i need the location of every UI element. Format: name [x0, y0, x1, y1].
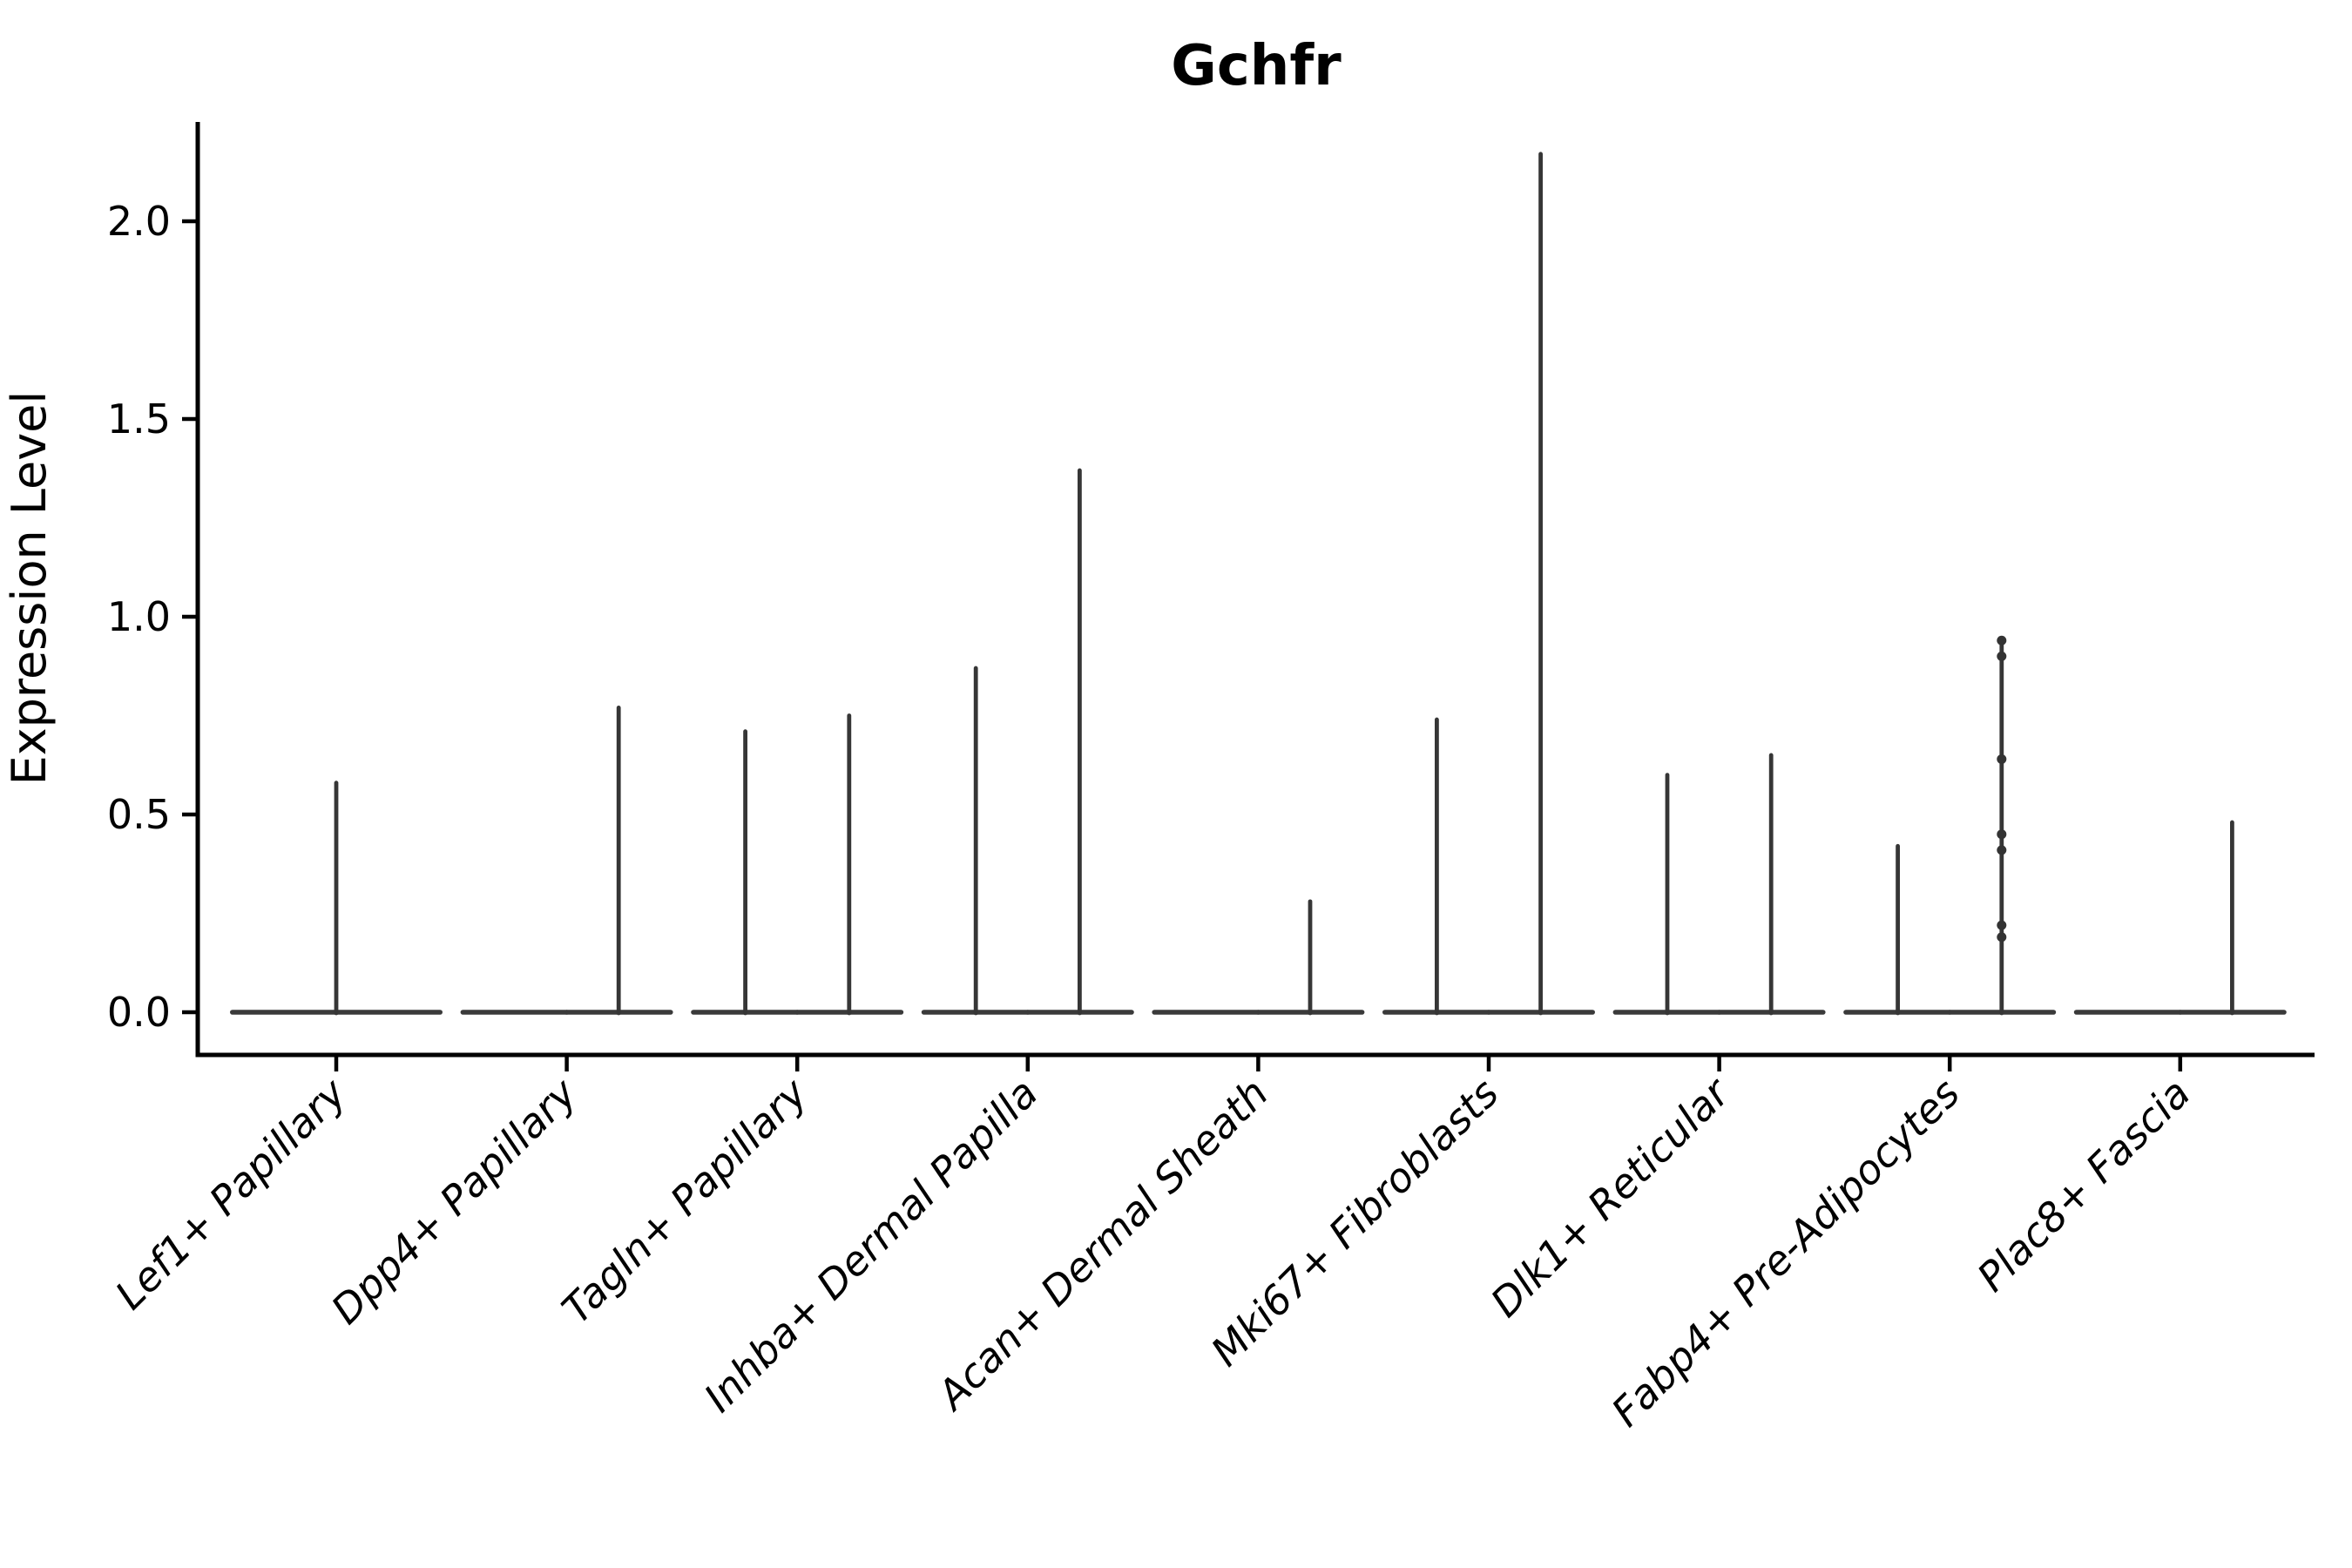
violin-group-tagln-papillary [691, 713, 904, 1016]
expression-point [1997, 845, 2007, 855]
y-tick-label: 1.5 [107, 395, 171, 443]
expression-point [1997, 932, 2007, 943]
x-category-label: Plac8+ Fascia [1968, 1070, 2199, 1301]
expression-point [1997, 829, 2007, 840]
x-category-label: Dpp4+ Papillary [322, 1069, 586, 1333]
violin-group-inhba-dermal-papilla [921, 468, 1134, 1016]
chart-title: Gchfr [1171, 34, 1342, 98]
violin-group-dlk1-reticular [1612, 753, 1826, 1016]
expression-point [1997, 651, 2007, 661]
violin-group-lef1-papillary [229, 781, 443, 1016]
axes: 0.0 0.5 1.0 1.5 2.0 [107, 122, 2315, 1071]
y-tick-label: 1.0 [107, 593, 171, 640]
y-tick-label: 0.0 [107, 989, 171, 1036]
y-tick-label: 2.0 [107, 198, 171, 245]
violins [229, 152, 2287, 1016]
violin-group-fabp4-pre-adipocytes [1843, 635, 2057, 1016]
y-tick-label: 0.5 [107, 791, 171, 838]
violin-group-dpp4-papillary [460, 706, 673, 1016]
y-axis-label: Expression Level [2, 391, 57, 786]
expression-point [1997, 635, 2007, 645]
expression-point [1997, 754, 2007, 764]
x-category-label: Dlk1+ Reticular [1482, 1067, 1740, 1326]
x-category-label: Tagln+ Papillary [553, 1069, 817, 1333]
violin-group-mki67-fibroblasts [1382, 152, 1595, 1016]
violin-group-acan-dermal-sheath [1152, 899, 1365, 1016]
x-category-label: Lef1+ Papillary [106, 1069, 355, 1318]
expression-point [1997, 920, 2007, 930]
violin-group-plac8-fascia [2073, 820, 2287, 1016]
